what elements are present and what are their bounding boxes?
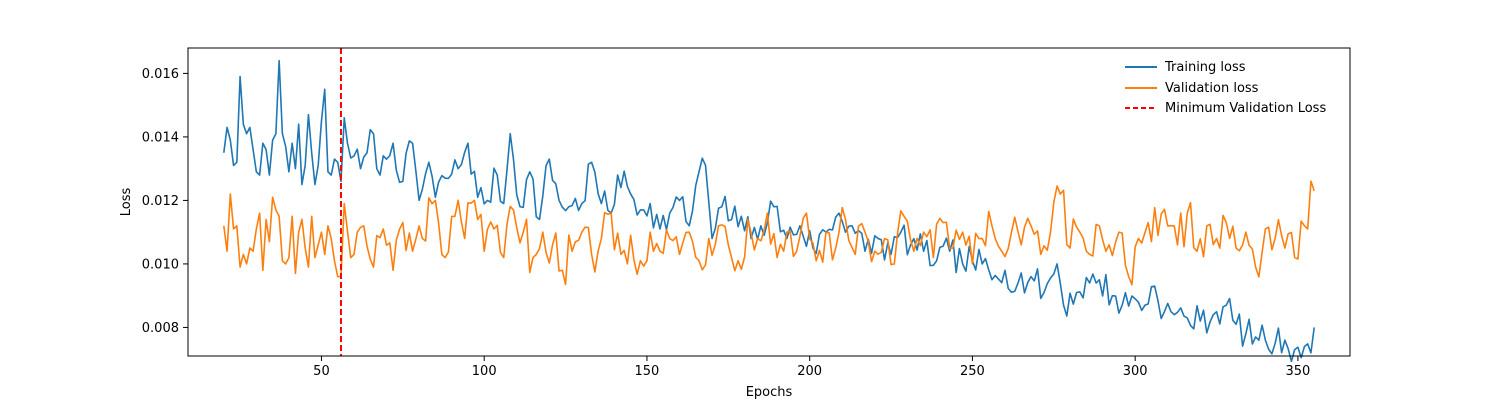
series-line-validation-loss: [223, 180, 1315, 286]
x-tick-label: 300: [1123, 364, 1148, 379]
y-tick-label: 0.012: [142, 194, 179, 209]
y-axis: 0.008 0.010 0.012 0.014 0.016: [142, 67, 188, 336]
x-tick-label: 100: [472, 364, 497, 379]
y-axis-label: Loss: [119, 188, 134, 217]
x-tick-label: 200: [797, 364, 822, 379]
x-tick-label: 150: [635, 364, 660, 379]
x-tick-label: 350: [1286, 364, 1311, 379]
series-line-training-loss: [223, 59, 1315, 363]
x-tick-label: 50: [313, 364, 330, 379]
y-tick-label: 0.010: [142, 257, 179, 272]
y-tick-label: 0.008: [142, 321, 179, 336]
legend-label-training: Training loss: [1164, 60, 1246, 75]
x-axis-label: Epochs: [746, 385, 793, 400]
legend-label-validation: Validation loss: [1165, 81, 1259, 96]
plot-frame: [187, 47, 1351, 357]
y-tick-label: 0.016: [142, 67, 179, 82]
y-tick-label: 0.014: [142, 130, 179, 145]
series-layer: [223, 59, 1315, 363]
x-axis: 50 100 150 200 250 300 350: [313, 356, 1310, 379]
x-tick-label: 250: [960, 364, 985, 379]
legend-label-min-validation: Minimum Validation Loss: [1165, 101, 1326, 116]
legend: Training loss Validation loss Minimum Va…: [1125, 60, 1326, 116]
